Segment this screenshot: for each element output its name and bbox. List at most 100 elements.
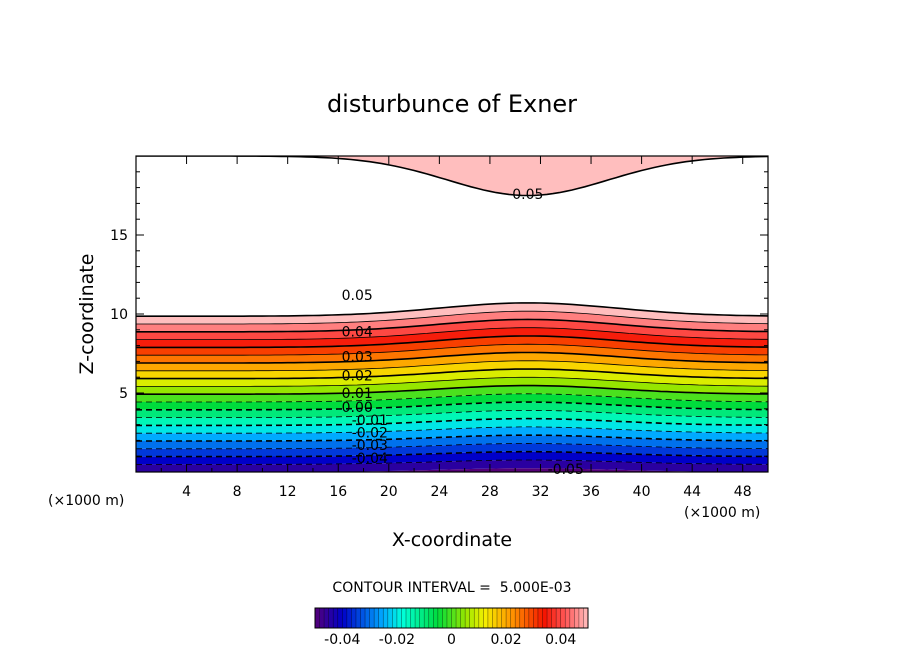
contour-line xyxy=(136,450,768,458)
contour-line xyxy=(136,417,768,427)
contour-label: -0.04 xyxy=(352,451,388,467)
colorbar-segment xyxy=(487,608,493,628)
contour-band xyxy=(136,156,768,196)
y-tick-label: 15 xyxy=(110,228,128,244)
contour-line xyxy=(136,310,768,325)
colorbar-segment xyxy=(574,608,580,628)
contour-lines-layer xyxy=(136,156,768,465)
contour-line xyxy=(136,384,768,395)
colorbar-segment xyxy=(406,608,411,628)
contour-band xyxy=(136,360,768,379)
x-tick-label: 16 xyxy=(329,484,347,500)
colorbar-segment xyxy=(578,608,584,628)
colorbar-segment xyxy=(355,608,361,628)
colorbar-segment xyxy=(315,608,320,628)
contour-line xyxy=(136,302,768,317)
contour-band xyxy=(136,402,768,418)
contour-line xyxy=(136,335,768,349)
x-tick-label: 4 xyxy=(182,484,191,500)
colorbar-segment xyxy=(497,608,502,628)
contour-line xyxy=(136,410,768,418)
colorbar-tick-label: 0.02 xyxy=(491,632,522,648)
colorbar-segment xyxy=(324,608,329,628)
contour-band xyxy=(412,156,643,182)
colorbar-segment xyxy=(410,608,416,628)
colorbar-segment xyxy=(469,608,475,628)
x-tick-label: 40 xyxy=(633,484,651,500)
contour-band xyxy=(136,460,768,472)
contour-line xyxy=(136,318,768,333)
colorbar-segment xyxy=(524,608,530,628)
x-tick-label: 12 xyxy=(279,484,297,500)
colorbar-segment xyxy=(519,608,525,628)
colorbar-segment xyxy=(460,608,466,628)
contour-band xyxy=(136,426,768,441)
colorbar-segment xyxy=(528,608,534,628)
contour-line xyxy=(136,327,768,340)
contour-label: 0.05 xyxy=(342,288,373,304)
contour-band xyxy=(136,468,768,472)
contour-line xyxy=(136,426,768,434)
contour-line xyxy=(136,343,768,356)
contour-band xyxy=(136,327,768,348)
contour-line xyxy=(136,434,768,442)
colorbar-segment xyxy=(542,608,548,628)
colorbar-segment xyxy=(419,608,425,628)
x-tick-label: 32 xyxy=(532,484,550,500)
x-tick-label: 48 xyxy=(734,484,752,500)
colorbar-segment xyxy=(387,608,393,628)
colorbar-segment xyxy=(537,608,543,628)
colorbar-segment xyxy=(556,608,561,628)
colorbar-segment xyxy=(351,608,357,628)
colorbar-segment xyxy=(465,608,470,628)
contour-line xyxy=(136,393,768,403)
colorbar-segment xyxy=(569,608,575,628)
contour-line xyxy=(136,401,768,411)
contour-line xyxy=(136,442,768,450)
colorbar-segment xyxy=(446,608,452,628)
contour-label: 0.05 xyxy=(512,187,543,203)
colorbar-segment xyxy=(383,608,389,628)
contour-band xyxy=(136,344,768,363)
colorbar-segment xyxy=(433,608,439,628)
chart-title: disturbunce of Exner xyxy=(327,90,577,118)
contour-band xyxy=(136,418,768,434)
x-tick-label: 20 xyxy=(380,484,398,500)
colorbar-segment xyxy=(456,608,461,628)
x-unit-left-label: (×1000 m) xyxy=(48,493,124,509)
contour-line xyxy=(136,368,768,380)
colorbar-segment xyxy=(378,608,384,628)
contour-band xyxy=(136,311,768,332)
colorbar-segment xyxy=(451,608,457,628)
contour-fill-layer xyxy=(136,156,768,472)
colorbar-segment xyxy=(474,608,480,628)
colorbar-segment xyxy=(428,608,434,628)
x-tick-label: 8 xyxy=(233,484,242,500)
y-axis-label: Z-coordinate xyxy=(76,254,98,375)
colorbar-segment xyxy=(333,608,339,628)
colorbar-tick-label: 0 xyxy=(447,632,456,648)
x-unit-right-label: (×1000 m) xyxy=(684,505,760,521)
contour-band xyxy=(136,377,768,395)
contour-band xyxy=(136,369,768,387)
colorbar-segment xyxy=(478,608,484,628)
colorbar-segment xyxy=(392,608,398,628)
contour-labels-layer: 0.050.050.040.030.020.010.00-0.01-0.02-0… xyxy=(342,187,584,478)
colorbar-segment xyxy=(483,608,489,628)
colorbar-tick-label: -0.04 xyxy=(324,632,360,648)
colorbar-segment xyxy=(369,608,375,628)
colorbar-segment xyxy=(551,608,557,628)
contour-line xyxy=(136,351,768,364)
colorbar-segment xyxy=(396,608,402,628)
colorbar-tick-label: 0.04 xyxy=(545,632,576,648)
contour-band xyxy=(136,385,768,402)
contour-band xyxy=(136,336,768,356)
colorbar-segment xyxy=(437,608,443,628)
colorbar-segment xyxy=(342,608,348,628)
colorbar-segment xyxy=(565,608,571,628)
contour-label: -0.02 xyxy=(352,426,388,442)
colorbar-segment xyxy=(360,608,366,628)
y-tick-label: 5 xyxy=(119,386,128,402)
contour-band xyxy=(136,352,768,371)
